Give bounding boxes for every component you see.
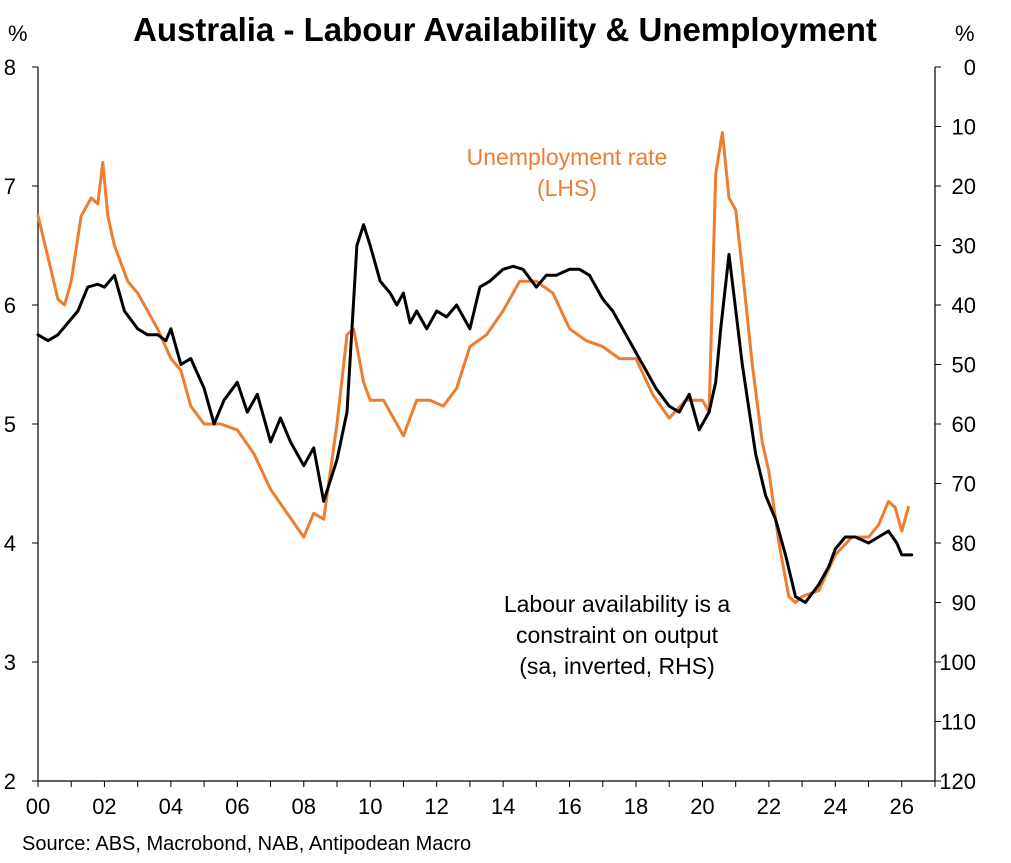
labour-annotation-line3: (sa, inverted, RHS) — [519, 653, 715, 679]
labour-availability-line — [36, 223, 914, 604]
right-tick-label: 120 — [939, 769, 976, 794]
right-tick-label: 20 — [952, 174, 976, 199]
axes — [37, 67, 936, 782]
x-tick-label: 02 — [92, 794, 116, 819]
x-tick-label: 24 — [823, 794, 847, 819]
left-tick-label: 6 — [4, 293, 16, 318]
x-tick-label: 22 — [757, 794, 781, 819]
x-tick-label: 06 — [225, 794, 249, 819]
left-tick-label: 8 — [4, 55, 16, 80]
right-tick-label: 30 — [952, 234, 976, 259]
x-tick-label: 08 — [292, 794, 316, 819]
right-tick-label: 80 — [952, 531, 976, 556]
right-tick-label: 40 — [952, 293, 976, 318]
left-tick-label: 7 — [4, 174, 16, 199]
left-tick-label: 2 — [4, 769, 16, 794]
labour-annotation-line2: constraint on output — [516, 622, 719, 648]
unemployment-annotation-line1: Unemployment rate — [467, 144, 668, 170]
unemployment-rate-line — [36, 131, 910, 604]
left-axis-unit: % — [8, 21, 28, 46]
x-tick-label: 00 — [26, 794, 50, 819]
left-axis-ticks: 2 3 4 5 6 7 8 — [4, 55, 38, 794]
right-tick-label: 50 — [952, 353, 976, 378]
right-tick-label: 10 — [952, 115, 976, 140]
right-tick-label: 90 — [952, 591, 976, 616]
x-tick-label: 26 — [890, 794, 914, 819]
x-tick-label: 10 — [358, 794, 382, 819]
right-axis-ticks: 0 10 20 30 40 50 60 70 80 90 100 110 120 — [935, 55, 976, 794]
right-tick-label: 70 — [952, 472, 976, 497]
left-tick-label: 5 — [4, 412, 16, 437]
left-tick-label: 4 — [4, 531, 16, 556]
x-tick-label: 14 — [491, 794, 515, 819]
series-group — [36, 131, 914, 604]
x-axis-ticks: 00 02 04 06 08 10 12 14 16 18 20 22 24 26 — [26, 781, 936, 819]
x-tick-label: 04 — [159, 794, 183, 819]
x-tick-label: 20 — [690, 794, 714, 819]
source-note: Source: ABS, Macrobond, NAB, Antipodean … — [22, 833, 471, 855]
x-tick-label: 16 — [557, 794, 581, 819]
right-axis-unit: % — [955, 21, 975, 46]
right-tick-label: 0 — [964, 55, 976, 80]
right-tick-label: 60 — [952, 412, 976, 437]
labour-annotation-line1: Labour availability is a — [504, 591, 731, 617]
right-tick-label: 100 — [939, 650, 976, 675]
right-tick-label: 110 — [941, 710, 976, 735]
chart-title: Australia - Labour Availability & Unempl… — [133, 11, 877, 48]
left-tick-label: 3 — [4, 650, 16, 675]
unemployment-annotation-line2: (LHS) — [537, 175, 597, 201]
x-tick-label: 12 — [424, 794, 448, 819]
x-tick-label: 18 — [624, 794, 648, 819]
